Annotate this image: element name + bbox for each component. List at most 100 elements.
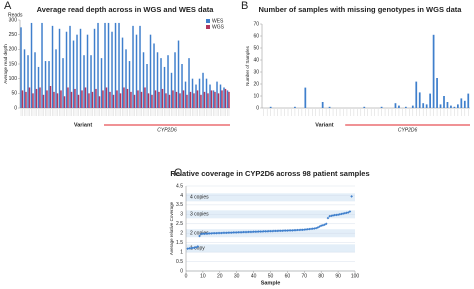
bar: [90, 55, 92, 108]
bar: [123, 87, 125, 108]
point: [262, 230, 266, 233]
bar: [98, 96, 101, 108]
bar: [156, 52, 159, 108]
bar: [415, 81, 418, 108]
y-tick-label: 0: [180, 268, 183, 274]
point: [208, 232, 211, 235]
bar: [151, 94, 153, 108]
bar: [184, 81, 187, 108]
copy-label: 3 copies: [190, 212, 209, 218]
y-tick-label: 1.5: [176, 240, 183, 246]
y-tick-label: 3.5: [176, 202, 183, 208]
point: [338, 213, 342, 216]
bar: [142, 52, 145, 108]
bar: [189, 91, 192, 108]
y-tick-label: 20: [253, 81, 259, 87]
bar: [76, 34, 78, 108]
bar: [81, 90, 83, 108]
bar: [44, 61, 47, 108]
bar: [79, 28, 82, 108]
point: [248, 230, 252, 234]
y-tick-label: 2.5: [176, 221, 183, 227]
bar: [165, 93, 167, 108]
x-axis-label: Sample: [261, 280, 281, 286]
point: [270, 229, 274, 233]
bar: [328, 106, 331, 108]
copy-label: 2 copies: [190, 231, 209, 237]
point: [272, 229, 276, 233]
y-tick-label: 10: [253, 93, 259, 99]
point: [198, 234, 201, 238]
bar: [154, 90, 157, 108]
y-tick-label: 2: [180, 231, 183, 237]
y-tick-label: 3: [180, 212, 183, 218]
bar: [163, 66, 166, 108]
y-tick-label: 100: [9, 76, 18, 82]
point: [331, 214, 335, 217]
point: [343, 211, 347, 215]
point: [240, 230, 244, 234]
y-axis-label: Number of Samples: [245, 45, 250, 86]
bar: [34, 52, 36, 108]
bar: [203, 91, 206, 108]
bar: [167, 55, 169, 108]
bar: [140, 91, 143, 108]
legend-swatch: [206, 25, 210, 29]
point: [350, 195, 353, 198]
bar: [161, 88, 164, 108]
bar: [436, 78, 438, 108]
bar: [460, 98, 463, 108]
legend-label: WES: [212, 18, 224, 24]
point: [328, 214, 331, 218]
bar: [128, 61, 131, 108]
point: [238, 230, 242, 234]
legend-swatch: [206, 19, 210, 23]
chart-title: Number of samples with missing genotypes…: [259, 5, 463, 14]
bar: [62, 58, 64, 108]
y-tick-label: 250: [9, 32, 18, 38]
bar: [116, 90, 118, 108]
bar: [112, 94, 115, 108]
point: [346, 211, 350, 214]
point: [299, 228, 303, 232]
bar: [102, 90, 104, 108]
point: [316, 226, 320, 229]
x-tick-label: 70: [302, 273, 308, 279]
point: [201, 232, 205, 236]
bar: [77, 94, 80, 108]
x-axis-label: Variant: [74, 122, 93, 128]
bar: [20, 27, 22, 108]
bar: [210, 90, 213, 108]
bar: [432, 34, 435, 108]
bar: [88, 93, 90, 108]
point: [319, 224, 323, 227]
point: [313, 227, 316, 230]
point: [260, 230, 264, 233]
point: [218, 231, 222, 235]
bar: [380, 106, 383, 108]
point: [303, 228, 306, 231]
point: [279, 229, 282, 233]
bar: [30, 22, 33, 108]
point: [186, 247, 189, 251]
bar: [429, 93, 431, 108]
x-tick-label: 100: [351, 273, 360, 279]
point: [294, 228, 298, 232]
point: [275, 229, 279, 233]
bar: [53, 91, 55, 108]
point: [291, 229, 294, 232]
bar: [25, 91, 27, 108]
point: [292, 228, 296, 232]
x-tick-label: 20: [217, 273, 223, 279]
point: [253, 230, 257, 234]
unit-label: Reads: [8, 12, 23, 18]
point: [196, 245, 200, 248]
bar: [42, 94, 45, 108]
point: [318, 225, 321, 228]
bar: [195, 84, 197, 108]
bar: [205, 78, 208, 108]
y-tick-label: 0: [14, 105, 17, 111]
bar: [174, 52, 176, 108]
bar: [132, 25, 134, 108]
bar: [21, 90, 24, 108]
